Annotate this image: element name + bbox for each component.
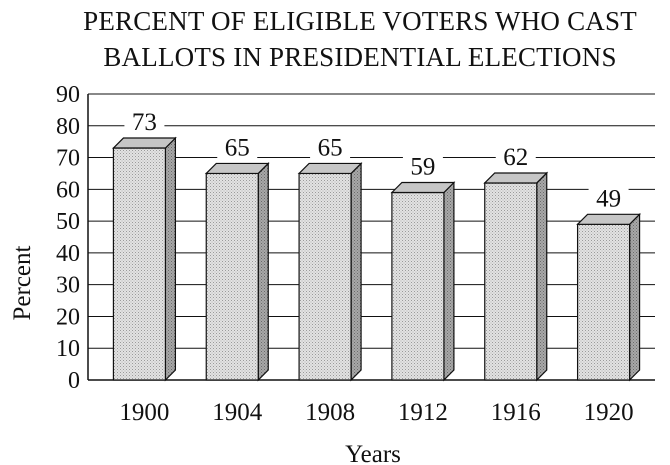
y-tick-label: 70 bbox=[56, 146, 80, 172]
bar-side-face bbox=[443, 181, 455, 382]
bar bbox=[390, 181, 456, 382]
bar-top-face bbox=[204, 162, 270, 175]
bar bbox=[483, 171, 549, 382]
bar-front-face bbox=[298, 172, 352, 381]
bar-side-face bbox=[350, 161, 362, 382]
y-tick-label: 20 bbox=[56, 304, 80, 330]
chart-title-line-1: PERCENT OF ELIGIBLE VOTERS WHO CAST bbox=[83, 6, 637, 36]
bar-top-face bbox=[483, 172, 549, 184]
bar-front-face bbox=[391, 191, 445, 381]
bar-side-face bbox=[257, 161, 269, 382]
y-tick-label: 80 bbox=[56, 114, 80, 140]
bar-front-face bbox=[576, 223, 631, 381]
bar-side-face bbox=[628, 212, 641, 382]
bar-front-face bbox=[484, 182, 538, 381]
data-label-background bbox=[217, 133, 258, 160]
x-tick-label: 1916 bbox=[491, 399, 541, 426]
data-label-background bbox=[402, 152, 443, 179]
bar bbox=[576, 212, 642, 382]
data-label-background bbox=[124, 108, 165, 135]
bar-side-face bbox=[164, 136, 177, 382]
bar-front-face bbox=[112, 147, 167, 381]
data-label: 49 bbox=[596, 185, 621, 212]
y-tick-label: 0 bbox=[68, 368, 80, 394]
data-label: 65 bbox=[225, 134, 250, 161]
data-label-background bbox=[495, 142, 536, 169]
bar-front-face bbox=[205, 172, 259, 381]
y-axis-label: Percent bbox=[9, 245, 36, 320]
bar-top-face bbox=[111, 137, 177, 149]
x-tick-label: 1912 bbox=[398, 399, 448, 426]
bar-top-face bbox=[297, 162, 363, 175]
bar-top-face bbox=[576, 213, 642, 225]
x-tick-label: 1920 bbox=[584, 399, 634, 426]
data-label-background bbox=[310, 133, 351, 160]
bar bbox=[204, 161, 270, 382]
data-label: 62 bbox=[503, 144, 528, 171]
x-tick-label: 1908 bbox=[305, 399, 355, 426]
bar bbox=[297, 161, 363, 382]
y-tick-label: 50 bbox=[56, 209, 80, 235]
chart-title-line-2: BALLOTS IN PRESIDENTIAL ELECTIONS bbox=[103, 42, 617, 72]
bar-top-face bbox=[390, 181, 456, 194]
y-tick-label: 60 bbox=[56, 177, 80, 203]
data-label: 65 bbox=[318, 134, 343, 161]
x-tick-label: 1904 bbox=[212, 399, 263, 426]
y-tick-label: 10 bbox=[56, 336, 80, 362]
data-label: 59 bbox=[410, 154, 435, 181]
bar bbox=[111, 136, 177, 382]
bar-side-face bbox=[536, 171, 548, 382]
data-label-background bbox=[588, 184, 629, 211]
y-tick-label: 90 bbox=[56, 82, 80, 108]
x-tick-label: 1900 bbox=[119, 399, 169, 426]
x-axis-label: Years bbox=[345, 441, 401, 465]
y-tick-label: 40 bbox=[56, 241, 80, 267]
y-tick-label: 30 bbox=[56, 273, 80, 299]
data-label: 73 bbox=[132, 109, 157, 136]
